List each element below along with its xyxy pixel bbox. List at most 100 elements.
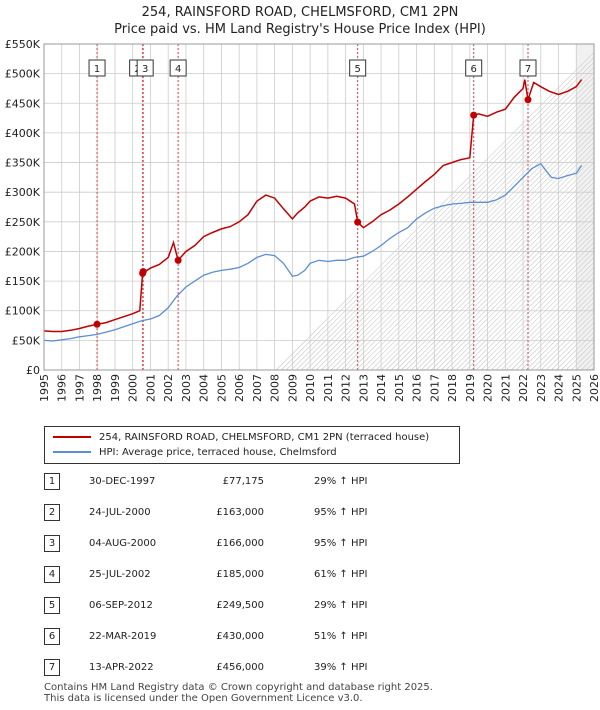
y-tick-label: £100K bbox=[5, 305, 41, 318]
sale-point bbox=[139, 268, 147, 276]
table-row: 1 30-DEC-1997 £77,175 29% ↑ HPI bbox=[44, 473, 424, 491]
chart-title: 254, RAINSFORD ROAD, CHELMSFORD, CM1 2PN… bbox=[0, 4, 600, 38]
forecast-hatch bbox=[376, 145, 600, 371]
table-row: 4 25-JUL-2002 £185,000 61% ↑ HPI bbox=[44, 566, 424, 584]
sale-price: £166,000 bbox=[216, 538, 264, 549]
forecast-hatch bbox=[441, 210, 600, 371]
forecast-hatch bbox=[371, 140, 600, 371]
table-row: 5 06-SEP-2012 £249,500 29% ↑ HPI bbox=[44, 597, 424, 615]
x-tick-label: 2022 bbox=[517, 374, 530, 402]
sale-label: 1 bbox=[94, 64, 100, 75]
sale-price: £185,000 bbox=[216, 569, 264, 580]
x-tick-label: 2008 bbox=[269, 374, 282, 402]
forecast-hatch bbox=[476, 245, 600, 371]
sale-number-badge: 1 bbox=[44, 473, 60, 490]
sale-date: 30-DEC-1997 bbox=[89, 476, 156, 487]
forecast-hatch bbox=[491, 260, 600, 371]
x-tick-label: 2024 bbox=[553, 374, 566, 402]
sale-band bbox=[527, 44, 529, 370]
forecast-hatch bbox=[296, 65, 600, 371]
forecast-hatch bbox=[461, 230, 600, 371]
x-tick-label: 2016 bbox=[411, 374, 424, 402]
forecast-hatch bbox=[381, 150, 600, 371]
forecast-hatch bbox=[286, 55, 600, 371]
sale-hpi-change: 61% ↑ HPI bbox=[314, 569, 368, 580]
sale-price: £163,000 bbox=[216, 507, 264, 518]
x-tick-label: 2014 bbox=[375, 374, 388, 402]
forecast-hatch bbox=[521, 290, 600, 371]
x-tick-label: 2020 bbox=[482, 374, 495, 402]
y-tick-label: £150K bbox=[5, 275, 41, 288]
sale-point bbox=[524, 96, 532, 104]
forecast-hatch bbox=[401, 170, 600, 371]
forecast-hatch bbox=[526, 295, 600, 371]
forecast-hatch bbox=[311, 80, 600, 371]
hatch-mask bbox=[594, 42, 600, 372]
property-price-line bbox=[43, 79, 583, 333]
sale-number-badge: 6 bbox=[44, 628, 60, 645]
y-tick-label: £200K bbox=[5, 245, 41, 258]
sale-date: 04-AUG-2000 bbox=[89, 538, 157, 549]
forecast-hatch bbox=[331, 100, 600, 371]
y-tick-label: £450K bbox=[5, 97, 41, 110]
sale-label-box bbox=[349, 59, 367, 77]
forecast-hatch bbox=[306, 75, 600, 371]
forecast-hatch bbox=[281, 50, 600, 371]
forecast-hatch bbox=[416, 185, 600, 371]
sale-label-box bbox=[136, 59, 154, 77]
forecast-hatch bbox=[471, 240, 600, 371]
x-tick-label: 1998 bbox=[91, 374, 104, 402]
sale-band bbox=[473, 44, 475, 370]
title-line-2: Price paid vs. HM Land Registry's House … bbox=[114, 22, 486, 37]
sale-label-box bbox=[88, 59, 106, 77]
footer-credits: Contains HM Land Registry data © Crown c… bbox=[44, 682, 433, 704]
sale-point bbox=[93, 320, 101, 328]
sale-price: £77,175 bbox=[222, 476, 264, 487]
footer-line-2: This data is licensed under the Open Gov… bbox=[44, 693, 363, 704]
hpi-line bbox=[43, 162, 583, 342]
chart-legend: 254, RAINSFORD ROAD, CHELMSFORD, CM1 2PN… bbox=[44, 426, 460, 464]
x-tick-label: 2018 bbox=[446, 374, 459, 402]
sale-hpi-change: 95% ↑ HPI bbox=[314, 538, 368, 549]
x-tick-label: 2026 bbox=[588, 374, 600, 402]
forecast-hatch bbox=[366, 135, 600, 371]
x-tick-label: 2021 bbox=[499, 374, 512, 402]
forecast-hatch bbox=[516, 285, 600, 371]
forecast-hatch bbox=[421, 190, 600, 371]
forecast-hatch bbox=[406, 175, 600, 371]
forecast-hatch bbox=[511, 280, 600, 371]
footer-line-1: Contains HM Land Registry data © Crown c… bbox=[44, 682, 433, 693]
sale-hpi-change: 95% ↑ HPI bbox=[314, 507, 368, 518]
x-tick-label: 2012 bbox=[340, 374, 353, 402]
x-tick-label: 2015 bbox=[393, 374, 406, 402]
sale-hpi-change: 29% ↑ HPI bbox=[314, 600, 368, 611]
x-tick-label: 2009 bbox=[286, 374, 299, 402]
forecast-hatch bbox=[346, 115, 600, 371]
x-tick-label: 2007 bbox=[251, 374, 264, 402]
sale-date: 06-SEP-2012 bbox=[89, 600, 153, 611]
x-tick-label: 1997 bbox=[73, 374, 86, 402]
x-tick-label: 2004 bbox=[198, 374, 211, 402]
forecast-hatch bbox=[411, 180, 600, 371]
sale-date: 22-MAR-2019 bbox=[89, 631, 157, 642]
forecast-hatch bbox=[481, 250, 600, 371]
sale-number-badge: 2 bbox=[44, 504, 60, 521]
forecast-hatch bbox=[506, 275, 600, 371]
sale-point bbox=[470, 111, 478, 119]
sale-price: £430,000 bbox=[216, 631, 264, 642]
x-tick-label: 2005 bbox=[215, 374, 228, 402]
table-row: 7 13-APR-2022 £456,000 39% ↑ HPI bbox=[44, 659, 424, 677]
plot-border bbox=[43, 43, 595, 371]
forecast-hatch bbox=[391, 160, 600, 371]
sale-band bbox=[142, 44, 144, 370]
x-tick-label: 2019 bbox=[464, 374, 477, 402]
forecast-hatch bbox=[321, 90, 600, 371]
x-tick-label: 2025 bbox=[570, 374, 583, 402]
forecast-hatch bbox=[396, 165, 600, 371]
x-tick-label: 1996 bbox=[56, 374, 69, 402]
sale-number-badge: 4 bbox=[44, 566, 60, 583]
sale-label: 6 bbox=[471, 64, 477, 75]
table-row: 2 24-JUL-2000 £163,000 95% ↑ HPI bbox=[44, 504, 424, 522]
sale-label-box bbox=[519, 59, 537, 77]
legend-property-swatch bbox=[53, 436, 91, 438]
